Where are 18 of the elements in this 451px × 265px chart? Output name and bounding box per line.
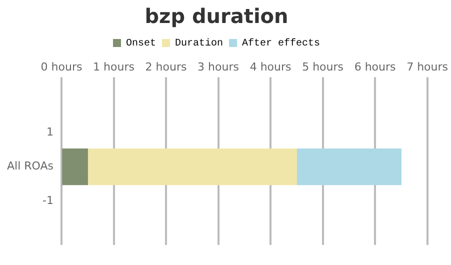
- text: 1: [46, 125, 54, 138]
- legend-label: Onset: [126, 38, 156, 50]
- x-tick-label: 1 hours: [93, 60, 135, 74]
- x-tick-label: 5 hours: [302, 60, 344, 74]
- chart-title: bzp duration: [144, 4, 288, 28]
- x-tick-label: 0 hours: [40, 60, 82, 74]
- bar: [62, 148, 88, 186]
- legend-label: After effects: [242, 38, 320, 50]
- bar: [296, 148, 402, 186]
- x-tick-label: 2 hours: [145, 60, 187, 74]
- x-tick-label: 6 hours: [354, 60, 396, 74]
- text: -1: [42, 194, 54, 208]
- y-tick-label: All ROAs: [7, 160, 54, 173]
- x-tick-label: 4 hours: [250, 60, 292, 74]
- x-tick-label: 7 hours: [406, 60, 448, 74]
- bar: [87, 148, 297, 186]
- x-tick-label: 3 hours: [198, 60, 240, 74]
- legend-label: Duration: [174, 38, 224, 50]
